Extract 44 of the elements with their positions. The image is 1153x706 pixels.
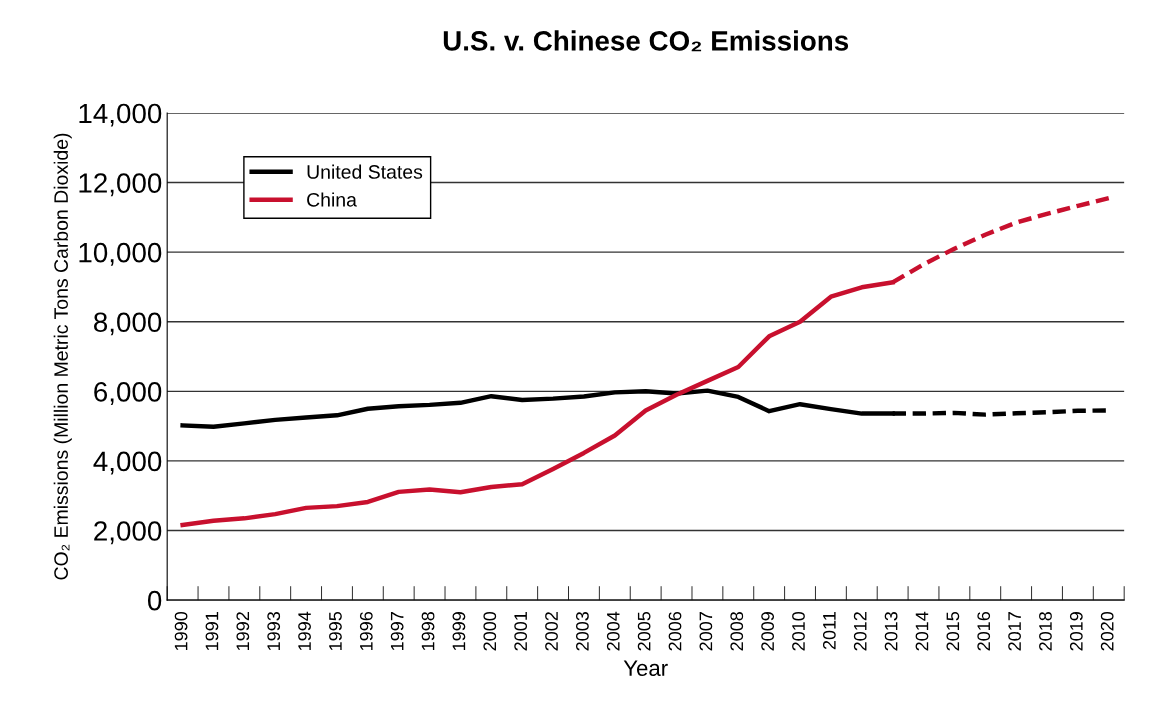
- x-tick-label: 2013: [884, 612, 898, 651]
- x-tick-label: 1996: [359, 612, 373, 650]
- x-tick-label: 1992: [236, 612, 250, 650]
- y-tick-label: 8,000: [94, 312, 162, 336]
- x-tick-label: 2015: [946, 611, 960, 651]
- x-tick-label: 2007: [699, 612, 713, 651]
- x-tick-label: 2004: [606, 611, 620, 651]
- legend-label: United States: [307, 164, 423, 179]
- x-tick-label: 2006: [668, 612, 682, 651]
- y-axis-title: CO₂ Emissions (Million Metric Tons Carbon Dioxide): [53, 133, 72, 580]
- y-tick-label: 4,000: [93, 451, 162, 475]
- x-tick-label: 2010: [792, 611, 805, 651]
- x-tick-label: 2005: [637, 611, 651, 651]
- x-axis-title: Year: [623, 660, 668, 677]
- x-tick-label: 2019: [1069, 612, 1083, 651]
- y-tick-label: 0: [147, 590, 162, 611]
- legend-label: China: [307, 192, 357, 207]
- x-tick-label: 1998: [421, 611, 435, 650]
- y-tick-label: 2,000: [94, 521, 162, 545]
- x-tick-label: 2003: [576, 612, 589, 651]
- x-tick-label: 2016: [977, 612, 991, 651]
- x-tick-label: 1997: [390, 612, 404, 650]
- x-tick-label: 1999: [452, 612, 466, 650]
- x-tick-label: 2001: [514, 612, 528, 651]
- x-tick-label: 2011: [822, 612, 836, 650]
- y-tick-label: 10,000: [79, 242, 162, 266]
- x-tick-label: 2017: [1008, 612, 1021, 651]
- x-tick-label: 1995: [329, 611, 342, 650]
- x-tick-label: 2018: [1039, 611, 1052, 651]
- x-tick-label: 2012: [853, 612, 867, 651]
- x-tick-label: 2009: [761, 612, 775, 651]
- x-tick-label: 2002: [545, 612, 558, 651]
- y-tick-label: 14,000: [79, 103, 162, 127]
- x-tick-label: 1994: [298, 611, 311, 650]
- x-tick-label: 2020: [1100, 611, 1114, 651]
- x-tick-label: 1990: [174, 611, 188, 650]
- x-tick-label: 1993: [267, 612, 281, 650]
- x-tick-label: 2008: [730, 611, 744, 651]
- y-tick-label: 6,000: [94, 381, 162, 405]
- x-tick-label: 1991: [205, 612, 219, 650]
- x-tick-label: 2000: [483, 611, 497, 651]
- chart-title: U.S. v. Chinese CO₂ Emissions: [443, 30, 849, 52]
- y-tick-label: 12,000: [79, 173, 162, 197]
- x-tick-label: 2014: [915, 611, 929, 651]
